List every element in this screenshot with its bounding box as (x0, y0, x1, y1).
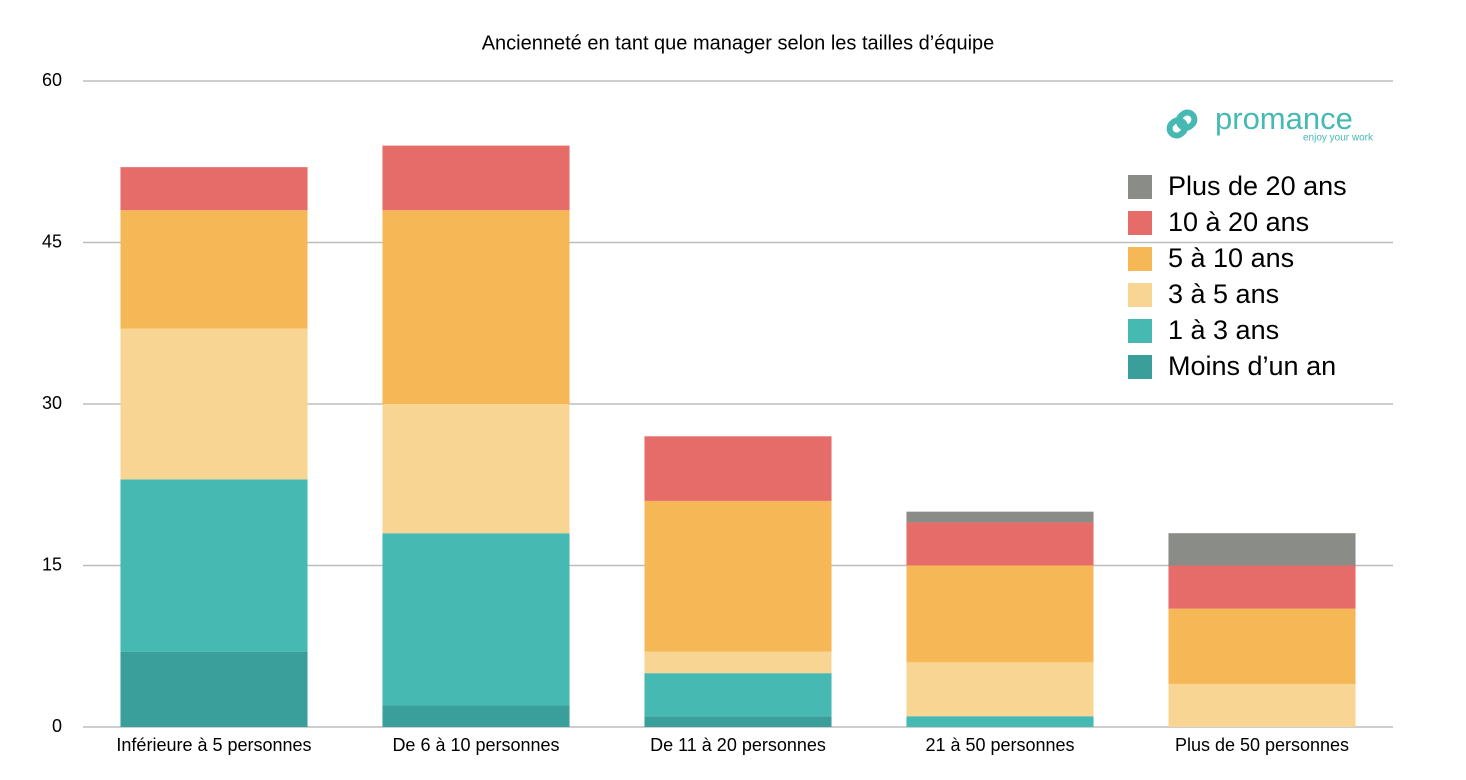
y-tick-label: 0 (52, 716, 62, 736)
brand-tagline: enjoy your work (1303, 133, 1374, 144)
bar-segment (1168, 683, 1356, 727)
x-tick-label: Inférieure à 5 personnes (116, 735, 311, 755)
x-tick-label: 21 à 50 personnes (925, 735, 1074, 755)
legend-swatch (1128, 283, 1152, 307)
legend-swatch (1128, 319, 1152, 343)
bar-segment (382, 210, 570, 404)
x-tick-label: De 11 à 20 personnes (650, 735, 826, 755)
legend-label: 1 à 3 ans (1168, 315, 1279, 345)
bar-segment (1168, 533, 1356, 566)
brand-name: promance (1215, 101, 1353, 136)
legend-label: 5 à 10 ans (1168, 243, 1294, 273)
bar-segment (120, 210, 308, 329)
x-tick-label: Plus de 50 personnes (1175, 735, 1349, 755)
legend-label: Moins d’un an (1168, 351, 1336, 381)
bar-segment (120, 328, 308, 480)
bar-segment (382, 404, 570, 534)
bar-segment (382, 533, 570, 706)
bar-segment (120, 167, 308, 211)
bar-segment (120, 479, 308, 652)
y-tick-label: 30 (42, 393, 62, 413)
x-tick-label: De 6 à 10 personnes (392, 735, 559, 755)
bar-segment (382, 705, 570, 727)
bar-segment (906, 565, 1094, 663)
bar-segment (1168, 565, 1356, 609)
bar-segment (644, 436, 832, 501)
legend-swatch (1128, 175, 1152, 199)
y-tick-label: 45 (42, 231, 62, 251)
legend-swatch (1128, 211, 1152, 235)
y-tick-label: 60 (42, 70, 62, 90)
bar-segment (644, 673, 832, 717)
bar-segment (906, 662, 1094, 717)
bar-segment (382, 145, 570, 211)
brand-logo: promance enjoy your work (1166, 101, 1374, 144)
bar-segment (120, 651, 308, 727)
chart-title: Ancienneté en tant que manager selon les… (482, 32, 995, 54)
legend-label: 10 à 20 ans (1168, 207, 1309, 237)
bar-segment (906, 716, 1094, 727)
bar-segment (906, 511, 1094, 523)
bar-segment (644, 716, 832, 727)
legend-swatch (1128, 247, 1152, 271)
bar-segment (644, 651, 832, 674)
bar-segment (906, 522, 1094, 566)
bar-segment (644, 500, 832, 652)
legend-swatch (1128, 355, 1152, 379)
legend-label: Plus de 20 ans (1168, 171, 1347, 201)
y-tick-label: 15 (42, 554, 62, 574)
bar-segment (1168, 608, 1356, 684)
legend-label: 3 à 5 ans (1168, 279, 1279, 309)
